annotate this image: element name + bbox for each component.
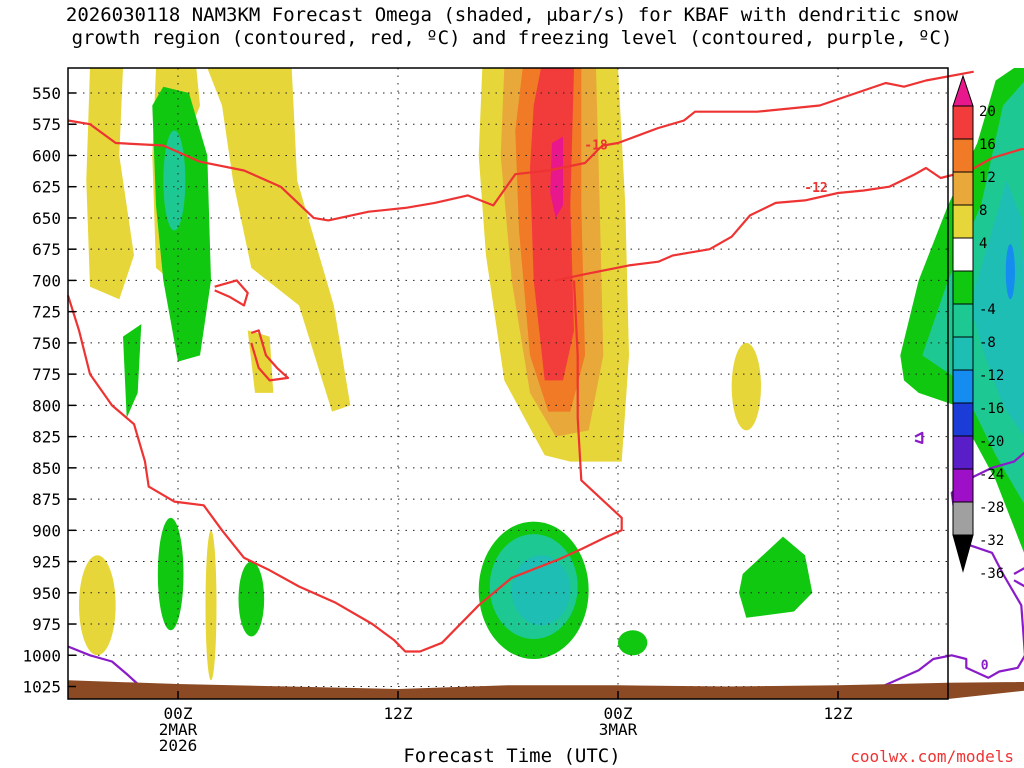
x-tick-label: 3MAR: [599, 720, 638, 739]
dgz-label-upper: -18: [584, 138, 608, 153]
colorbar-segment: [952, 303, 974, 338]
colorbar-label: 4: [979, 236, 987, 252]
colorbar-segment: [952, 171, 974, 206]
colorbar-bottom-arrow: [952, 534, 974, 573]
x-tick-label: 2MAR: [159, 720, 198, 739]
x-axis: 00Z2MAR202612Z00Z3MAR12Z00Z4MAR: [159, 691, 853, 755]
rising-band-mid: [207, 68, 351, 412]
sinking-sliver: [123, 324, 142, 418]
y-tick-label: 700: [32, 271, 61, 290]
y-axis: 550 575 600 625 650 675 700 725 750 775 800 825 850 8…: [22, 84, 76, 697]
y-tick-label: 575: [32, 115, 61, 134]
chart-title-line1: 2026030118 NAM3KM Forecast Omega (shaded…: [65, 4, 959, 26]
colorbar-label: -28: [979, 500, 1004, 516]
sinking-low-small: [618, 630, 648, 656]
y-tick-label: 675: [32, 240, 61, 259]
colorbar-label: -8: [979, 335, 996, 351]
credit-link[interactable]: coolwx.com/models: [850, 747, 1014, 766]
grid-lines: [68, 68, 948, 699]
dgz-loop-a: [214, 279, 249, 307]
colorbar-segment: [952, 435, 974, 470]
x-tick-label: 12Z: [384, 704, 413, 723]
rising-small-mid: [731, 342, 761, 431]
y-tick-label: 600: [32, 146, 61, 165]
colorbar-segment: [952, 369, 974, 404]
colorbar-label: -32: [979, 533, 1004, 549]
y-tick-label: 625: [32, 178, 61, 197]
colorbar-top-arrow: [952, 74, 974, 107]
colorbar-label: 12: [979, 170, 996, 186]
y-tick-label: 950: [32, 584, 61, 603]
freezing-label: 0: [981, 658, 989, 673]
omega-shading: [79, 68, 1024, 681]
colorbar-label: -20: [979, 434, 1004, 450]
rising-band-left: [86, 68, 134, 300]
y-tick-label: 825: [32, 428, 61, 447]
sinking-late-16: [1005, 244, 1015, 300]
x-tick-label: 2026: [159, 736, 198, 755]
y-tick-label: 800: [32, 396, 61, 415]
colorbar-label: 20: [979, 104, 996, 120]
x-tick-label: 12Z: [824, 704, 853, 723]
colorbar-segment: [952, 501, 974, 536]
colorbar: 20 16 12 8 4 -4 -8 -12 -16 -20 -24 -28 -32 -36: [952, 74, 1004, 582]
dgz-loop-b: [250, 329, 290, 382]
chart-title: 2026030118 NAM3KM Forecast Omega (shaded…: [0, 4, 1024, 50]
dgz-lower-contour: [555, 147, 1024, 282]
sinking-column-a-core: [163, 130, 186, 231]
terrain: [68, 680, 1024, 699]
colorbar-label: 16: [979, 137, 996, 153]
colorbar-segment: [952, 138, 974, 173]
colorbar-label: -4: [979, 302, 996, 318]
dgz-left-contour: [66, 280, 623, 653]
chart-title-line2: growth region (contoured, red, ºC) and f…: [71, 27, 953, 49]
contour-lines: -18 -12 0: [66, 70, 1024, 688]
freezing-dot: [914, 431, 924, 444]
freezing-loop-small: [1013, 567, 1024, 588]
rising-core-20: [550, 136, 563, 218]
dgz-label-lower: -12: [804, 181, 827, 196]
y-tick-label: 850: [32, 459, 61, 478]
plot-frame: [67, 67, 949, 700]
y-tick-label: 900: [32, 521, 61, 540]
y-tick-label: 875: [32, 490, 61, 509]
sinking-low-left-b: [238, 561, 265, 637]
colorbar-label: -24: [979, 467, 1004, 483]
colorbar-segment: [952, 237, 974, 272]
sinking-low-left: [157, 517, 184, 631]
colorbar-segment: [952, 105, 974, 140]
y-tick-label: 650: [32, 209, 61, 228]
colorbar-segment: [952, 336, 974, 371]
x-tick-label: 00Z: [604, 704, 633, 723]
y-tick-label: 725: [32, 303, 61, 322]
x-tick-label: 00Z: [164, 704, 193, 723]
dgz-upper-contour: [67, 70, 974, 222]
sinking-low-right: [739, 536, 813, 618]
colorbar-label: -12: [979, 368, 1004, 384]
colorbar-label: -16: [979, 401, 1004, 417]
colorbar-segment: [952, 204, 974, 239]
y-tick-label: 1025: [22, 678, 61, 697]
rising-low-left-b: [205, 530, 217, 681]
colorbar-segment: [952, 468, 974, 503]
y-tick-label: 925: [32, 553, 61, 572]
y-tick-label: 975: [32, 615, 61, 634]
terrain-fill: [68, 680, 1024, 699]
colorbar-label: -36: [979, 566, 1004, 582]
y-tick-label: 775: [32, 365, 61, 384]
y-tick-label: 1000: [22, 646, 61, 665]
x-axis-label: Forecast Time (UTC): [403, 745, 621, 767]
colorbar-segment: [952, 402, 974, 437]
y-tick-label: 750: [32, 334, 61, 353]
sinking-column-a: [152, 86, 211, 362]
y-tick-label: 550: [32, 84, 61, 103]
colorbar-segment: [952, 270, 974, 305]
colorbar-label: 8: [979, 203, 987, 219]
freezing-left-contour: [67, 645, 139, 685]
rising-low-left: [79, 555, 116, 656]
